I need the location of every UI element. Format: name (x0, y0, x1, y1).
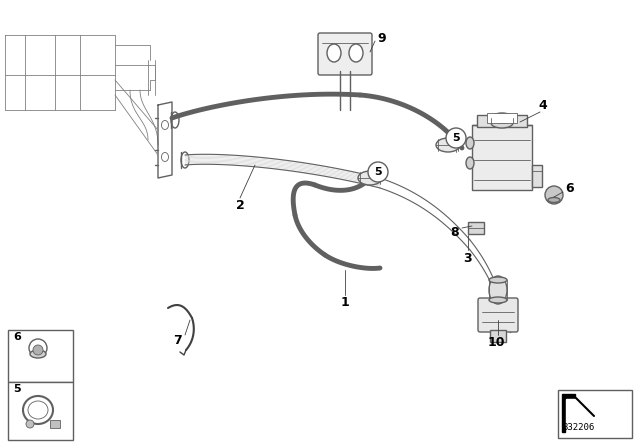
Ellipse shape (436, 138, 460, 152)
Bar (8, 330, 73, 382)
Text: 5: 5 (374, 167, 382, 177)
Circle shape (29, 339, 47, 357)
Ellipse shape (489, 297, 507, 303)
Bar (8, 382, 73, 440)
Ellipse shape (548, 198, 560, 202)
Bar (532, 165, 542, 187)
Circle shape (368, 162, 388, 182)
Ellipse shape (171, 112, 179, 128)
Bar (50, 420, 60, 428)
Ellipse shape (181, 152, 189, 168)
Circle shape (33, 345, 43, 355)
Text: 6: 6 (13, 332, 21, 342)
Text: 5: 5 (13, 384, 20, 394)
Ellipse shape (491, 113, 513, 123)
Ellipse shape (466, 137, 474, 149)
Ellipse shape (489, 277, 507, 283)
Text: 3: 3 (464, 251, 472, 264)
Text: 8: 8 (451, 225, 460, 238)
Text: 332206: 332206 (563, 423, 595, 432)
Circle shape (26, 420, 34, 428)
Ellipse shape (327, 44, 341, 62)
Ellipse shape (466, 157, 474, 169)
Ellipse shape (491, 118, 513, 128)
Text: 2: 2 (236, 198, 244, 211)
Text: 6: 6 (566, 181, 574, 194)
Bar (566, 399, 590, 427)
Text: 7: 7 (173, 333, 182, 346)
Bar (468, 222, 484, 234)
FancyBboxPatch shape (478, 298, 518, 332)
Bar (558, 390, 632, 438)
Circle shape (545, 186, 563, 204)
Text: 9: 9 (378, 31, 387, 44)
Bar (477, 115, 527, 127)
Text: 4: 4 (539, 99, 547, 112)
Ellipse shape (500, 314, 509, 332)
Text: 5: 5 (452, 133, 460, 143)
Text: 10: 10 (487, 336, 505, 349)
Polygon shape (562, 394, 575, 432)
Ellipse shape (358, 171, 382, 185)
Circle shape (446, 128, 466, 148)
Ellipse shape (349, 44, 363, 62)
Ellipse shape (30, 350, 46, 358)
Bar (472, 125, 532, 190)
Ellipse shape (489, 276, 507, 304)
FancyBboxPatch shape (318, 33, 372, 75)
Text: 1: 1 (340, 296, 349, 309)
Bar (490, 330, 506, 342)
Bar (487, 113, 517, 123)
